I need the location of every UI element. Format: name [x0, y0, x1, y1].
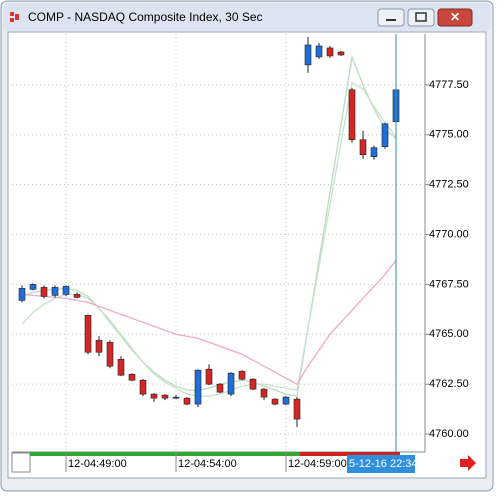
candle-body	[62, 286, 70, 295]
candle-body	[29, 284, 37, 290]
plot-area	[12, 34, 425, 452]
candle-body	[282, 396, 290, 405]
maximize-button[interactable]	[407, 8, 435, 27]
y-tick-label: 4762.50	[429, 378, 469, 390]
candle-body	[249, 378, 257, 390]
x-tick-label: 12-04:49:00	[68, 458, 127, 470]
y-tick-label: 4760.00	[429, 428, 469, 440]
candle-body	[84, 315, 92, 353]
cursor-label-box	[347, 455, 415, 473]
candle-body	[161, 394, 169, 399]
axis-corner-box	[11, 452, 31, 473]
candle-body	[95, 339, 103, 353]
cursor-label: 5-12-16 22:34:00	[349, 458, 433, 470]
candle-body	[183, 397, 191, 405]
window-title: COMP - NASDAQ Composite Index, 30 Sec	[28, 10, 263, 24]
x-tick-label: 12-04:59:00	[288, 458, 347, 470]
candle-body	[304, 44, 312, 66]
candle-body	[359, 139, 367, 156]
candle-body	[73, 294, 81, 298]
close-button[interactable]	[437, 8, 473, 27]
y-tick-label: 4765.00	[429, 328, 469, 340]
y-tick-label: 4770.00	[429, 228, 469, 240]
moving-average-line	[21, 54, 397, 397]
title-bar	[3, 3, 491, 31]
candle-body	[227, 372, 235, 395]
moving-average-line	[21, 81, 397, 397]
session-bar	[300, 452, 400, 456]
candle-body	[150, 393, 158, 399]
candle-body	[106, 341, 114, 367]
candle-body	[370, 147, 378, 158]
moving-average-line	[21, 260, 397, 386]
candle-body	[194, 369, 202, 405]
y-tick-label: 4767.50	[429, 278, 469, 290]
plot: 4760.00 4762.50 4765.00 4767.50 4770.00 4772.…	[12, 34, 469, 473]
y-tick-label: 4777.50	[429, 79, 469, 91]
candle-body	[315, 45, 323, 58]
candle-body	[172, 396, 180, 399]
candle-body	[337, 51, 345, 56]
candle-body	[139, 379, 147, 395]
maximize-icon	[415, 12, 427, 22]
candle-body	[117, 358, 125, 376]
candle-body	[128, 373, 136, 381]
candle-body	[18, 288, 26, 301]
y-tick-label: 4775.00	[429, 129, 469, 141]
candle-body	[51, 287, 59, 296]
candle-body	[205, 368, 213, 385]
close-icon: ✕	[450, 10, 460, 24]
candle-body	[348, 89, 356, 141]
session-bar	[30, 452, 300, 456]
minimize-button[interactable]	[377, 8, 405, 27]
candle-body	[271, 398, 279, 405]
candle-body	[326, 47, 334, 57]
x-tick-label: 12-04:54:00	[178, 458, 237, 470]
candle-body	[238, 370, 246, 380]
candle-body	[216, 383, 224, 393]
scroll-arrow[interactable]	[460, 455, 476, 471]
y-tick-label: 4772.50	[429, 179, 469, 191]
app-icon	[10, 12, 19, 22]
candle-body	[40, 287, 48, 297]
candle-body	[381, 123, 389, 148]
candle-body	[260, 388, 268, 398]
candle-body	[293, 398, 301, 420]
